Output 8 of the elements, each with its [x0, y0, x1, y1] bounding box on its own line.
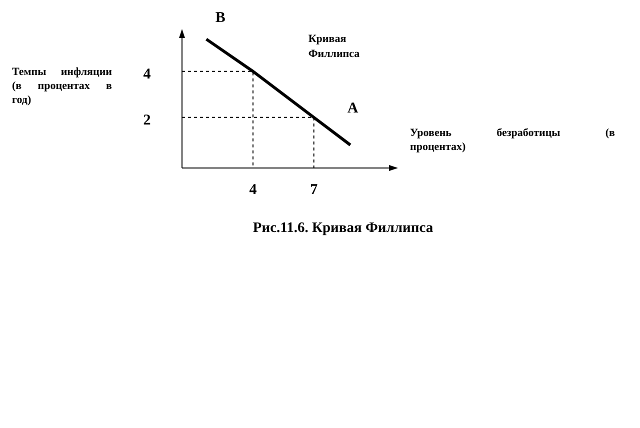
- text: Кривая Филлипса: [308, 33, 360, 60]
- y-tick-label: 2: [143, 112, 151, 128]
- text: Рис.11.6. Кривая Филлипса: [252, 220, 434, 237]
- annotation: A: [347, 100, 358, 116]
- y-axis-title: Темпы инфляции (в процентах в год): [12, 65, 112, 107]
- x-axis-title: Уровень безработицы (в процентах): [410, 126, 615, 154]
- annotation: B: [215, 10, 226, 26]
- x-tick-label: 7: [310, 182, 318, 198]
